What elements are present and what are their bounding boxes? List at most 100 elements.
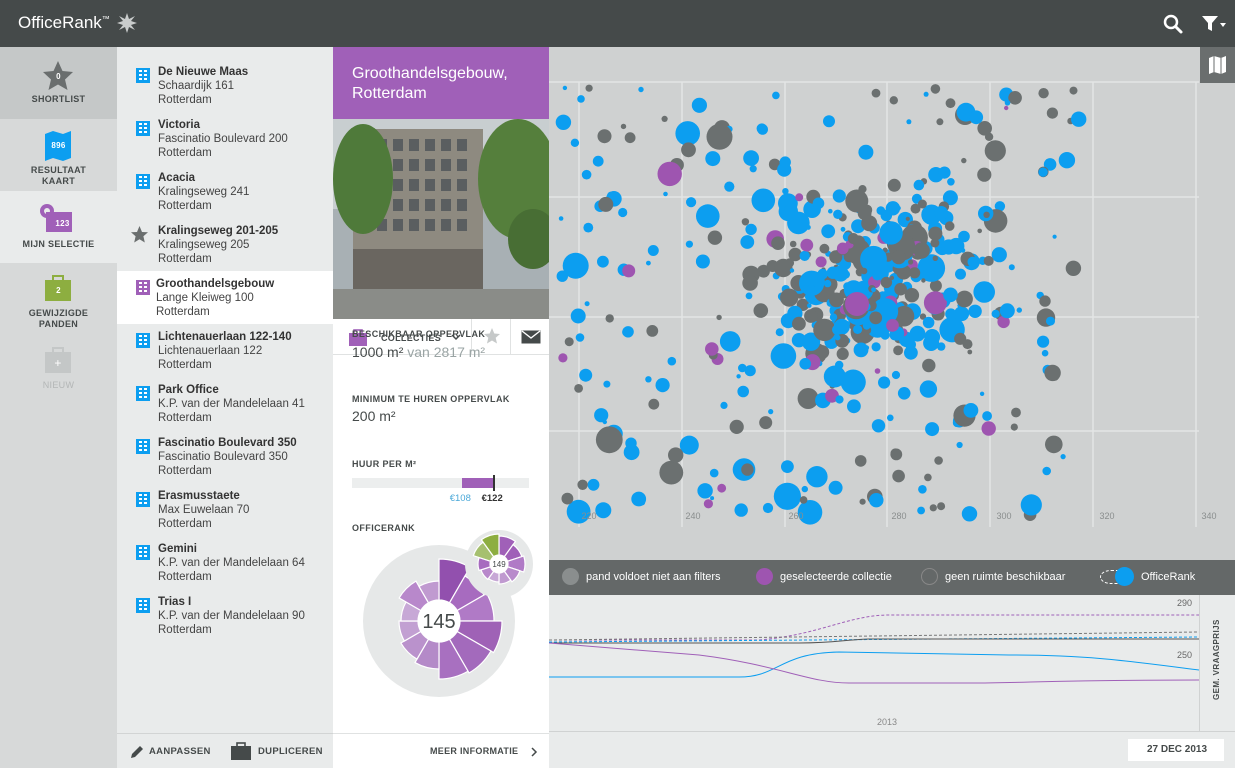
scatter-point[interactable] (892, 469, 905, 483)
scatter-point[interactable] (869, 311, 883, 325)
scatter-point[interactable] (558, 353, 568, 363)
scatter-point[interactable] (556, 270, 568, 282)
scatter-point[interactable] (967, 349, 973, 355)
scatter-point[interactable] (1065, 260, 1082, 276)
nav-gewijzigde-panden[interactable]: 2 GEWIJZIGDE PANDEN (0, 263, 117, 335)
scatter-point[interactable] (819, 243, 830, 254)
scatter-point[interactable] (829, 313, 838, 321)
scatter-point[interactable] (847, 399, 861, 414)
scatter-point[interactable] (962, 339, 973, 350)
scatter-point[interactable] (778, 193, 798, 214)
scatter-point[interactable] (579, 368, 593, 382)
scatter-point[interactable] (716, 314, 722, 321)
scatter-point[interactable] (740, 235, 755, 249)
scatter-point[interactable] (961, 506, 978, 522)
scatter-point[interactable] (871, 342, 881, 352)
scatter-point[interactable] (631, 491, 647, 507)
nav-nieuw[interactable]: + NIEUW (0, 335, 117, 407)
scatter-point[interactable] (706, 123, 733, 150)
scatter-point[interactable] (869, 493, 884, 508)
scatter-point[interactable] (1039, 295, 1051, 307)
scatter-point[interactable] (772, 91, 780, 100)
scatter-point[interactable] (854, 455, 867, 467)
scatter-point[interactable] (1016, 307, 1022, 313)
scatter-point[interactable] (942, 190, 958, 206)
scatter-point[interactable] (585, 84, 593, 92)
list-item[interactable]: Kralingseweg 201-205 Kralingseweg 205 Rott… (117, 218, 333, 271)
scatter-point[interactable] (1046, 107, 1058, 119)
nav-mijn-selectie[interactable]: 123 MIJN SELECTIE (0, 191, 117, 263)
scatter-point[interactable] (625, 437, 637, 449)
scatter-point[interactable] (858, 144, 874, 160)
scatter-point[interactable] (823, 279, 832, 288)
scatter-point[interactable] (782, 188, 789, 195)
scatter-point[interactable] (913, 242, 930, 259)
scatter-point[interactable] (603, 380, 611, 388)
scatter-point[interactable] (555, 114, 572, 130)
scatter-point[interactable] (1038, 88, 1049, 99)
scatter-point[interactable] (1038, 167, 1048, 177)
scatter-point[interactable] (1046, 316, 1055, 326)
scatter-point[interactable] (773, 482, 801, 510)
scatter-point[interactable] (685, 240, 693, 248)
scatter-point[interactable] (853, 324, 863, 334)
scatter-point[interactable] (889, 275, 895, 280)
scatter-point[interactable] (929, 504, 937, 512)
scatter-point[interactable] (981, 421, 996, 436)
scatter-point[interactable] (936, 118, 944, 126)
scatter-point[interactable] (774, 258, 793, 278)
scatter-point[interactable] (697, 483, 713, 499)
scatter-point[interactable] (736, 374, 741, 379)
scatter-point[interactable] (917, 254, 946, 282)
scatter-point[interactable] (1052, 234, 1057, 239)
list-item[interactable]: Acacia Kralingseweg 241 Rotterdam (117, 165, 333, 218)
scatter-point[interactable] (983, 255, 994, 266)
scatter-point[interactable] (745, 223, 757, 236)
scatter-point[interactable] (597, 255, 609, 268)
scatter-point[interactable] (922, 316, 935, 329)
scatter-point[interactable] (973, 281, 995, 303)
scatter-point[interactable] (835, 395, 844, 404)
scatter-point[interactable] (1011, 407, 1021, 418)
scatter-point[interactable] (646, 325, 659, 337)
scatter-point[interactable] (648, 398, 660, 410)
scatter-point[interactable] (871, 419, 886, 433)
scatter-point[interactable] (917, 506, 925, 515)
scatter-point[interactable] (661, 115, 668, 122)
scatter-point[interactable] (759, 416, 773, 430)
scatter-point[interactable] (799, 250, 810, 261)
scatter-point[interactable] (963, 403, 979, 418)
scatter-point[interactable] (921, 278, 926, 283)
scatter-point[interactable] (889, 96, 898, 105)
scatter-point[interactable] (734, 503, 748, 517)
scatter-point[interactable] (930, 84, 941, 94)
scatter-point[interactable] (659, 460, 684, 485)
scatter-point[interactable] (852, 235, 865, 248)
scatter-point[interactable] (799, 496, 808, 504)
scatter-point[interactable] (828, 208, 833, 214)
scatter-point[interactable] (835, 360, 844, 370)
scatter-point[interactable] (930, 238, 940, 248)
scatter-point[interactable] (799, 358, 811, 370)
scatter-point[interactable] (954, 306, 970, 322)
list-item[interactable]: Erasmusstaete Max Euwelaan 70 Rotterdam (117, 483, 333, 536)
scatter-point[interactable] (968, 304, 982, 318)
scatter-point[interactable] (853, 342, 869, 358)
scatter-point[interactable] (876, 206, 886, 215)
scatter-point[interactable] (789, 240, 797, 248)
scatter-point[interactable] (709, 468, 719, 478)
scatter-point[interactable] (800, 238, 814, 252)
scatter-point[interactable] (897, 387, 911, 400)
scatter-point[interactable] (807, 303, 812, 308)
scatter-point[interactable] (871, 287, 876, 293)
scatter-point[interactable] (832, 265, 849, 282)
scatter-point[interactable] (1008, 91, 1022, 105)
scatter-point[interactable] (887, 178, 901, 192)
scatter-point[interactable] (909, 325, 926, 342)
scatter-point[interactable] (719, 331, 741, 352)
scatter-point[interactable] (823, 365, 846, 388)
scatter-point[interactable] (577, 479, 588, 490)
scatter-point[interactable] (977, 121, 992, 136)
scatter-point[interactable] (823, 115, 835, 128)
list-item[interactable]: De Nieuwe Maas Schaardijk 161 Rotterdam (117, 59, 333, 112)
